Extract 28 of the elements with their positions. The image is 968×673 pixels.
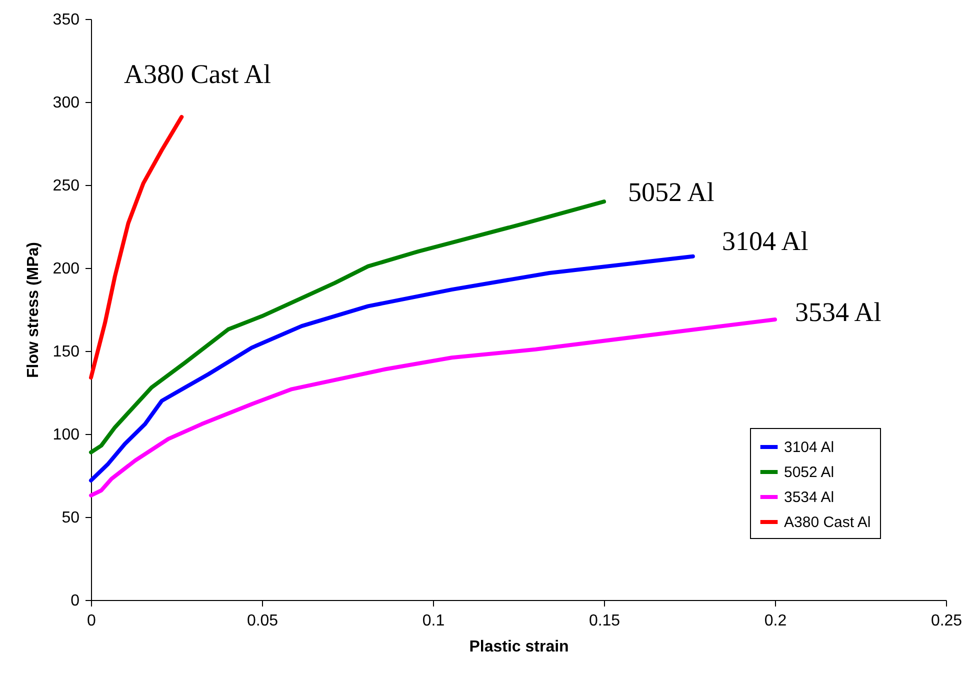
legend-label: 3104 Al bbox=[784, 439, 834, 456]
annotation: 3104 Al bbox=[722, 226, 808, 256]
x-tick-label: 0.05 bbox=[246, 612, 278, 630]
y-tick-label: 100 bbox=[52, 426, 80, 444]
x-axis-title: Plastic strain bbox=[469, 638, 569, 656]
y-tick-label: 350 bbox=[52, 12, 80, 28]
annotation: 5052 Al bbox=[628, 177, 714, 207]
y-tick-label: 300 bbox=[52, 94, 80, 112]
y-axis-title: Flow stress (MPa) bbox=[24, 242, 42, 378]
legend-label: A380 Cast Al bbox=[784, 514, 871, 531]
x-tick-label: 0.25 bbox=[930, 612, 962, 630]
line-series bbox=[89, 114, 184, 380]
legend-label: 5052 Al bbox=[784, 464, 834, 481]
y-tick-label: 50 bbox=[62, 510, 80, 526]
x-tick-label: 0.15 bbox=[588, 612, 620, 630]
annotation: 3534 Al bbox=[795, 297, 882, 327]
y-tick-label: 250 bbox=[52, 178, 80, 194]
line-series bbox=[89, 200, 606, 454]
x-tick-label: 0.2 bbox=[764, 612, 787, 630]
line-series bbox=[89, 254, 695, 482]
legend-label: 3534 Al bbox=[784, 489, 834, 506]
y-tick-label: 200 bbox=[52, 260, 80, 278]
y-tick-label: 0 bbox=[70, 592, 80, 610]
annotation: A380 Cast Al bbox=[124, 59, 272, 89]
x-tick-label: 0.1 bbox=[422, 612, 445, 630]
x-tick-label: 0 bbox=[87, 612, 96, 630]
y-tick-label: 150 bbox=[52, 344, 80, 360]
line-series bbox=[89, 317, 777, 498]
